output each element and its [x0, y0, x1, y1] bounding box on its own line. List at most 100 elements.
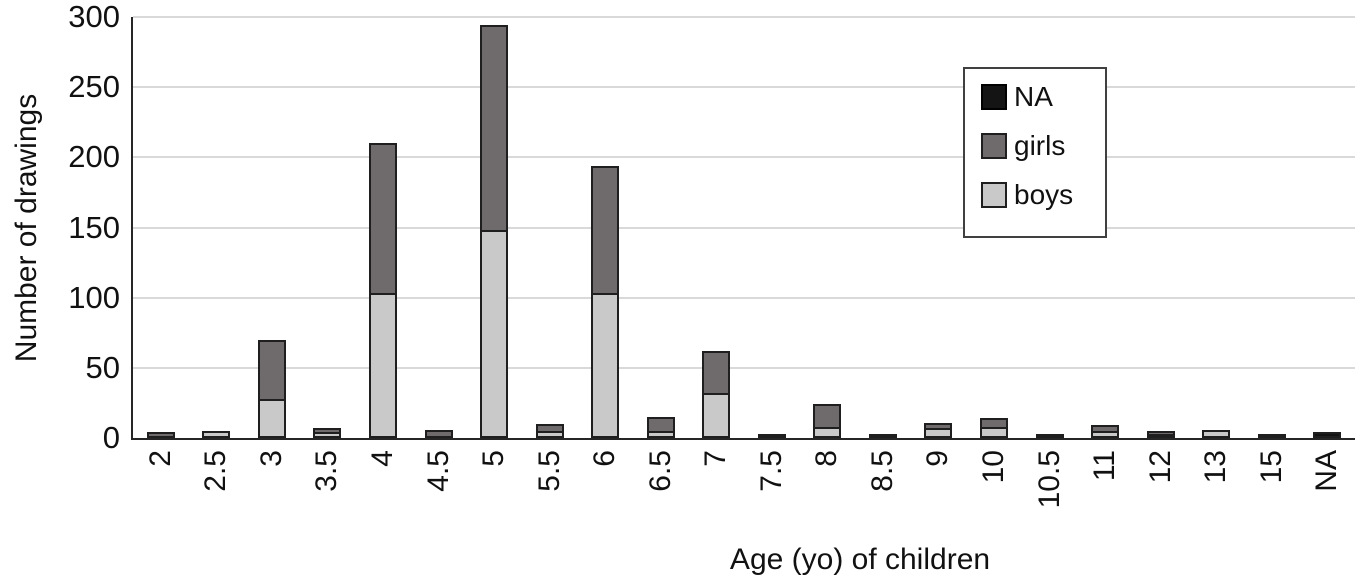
x-tick-slot-NA: NA [1299, 450, 1355, 550]
bar-age-15 [1257, 434, 1286, 438]
x-tick-slot-2: 2 [133, 450, 189, 550]
bar-segment-girls-age-11 [1091, 425, 1120, 431]
x-tick-slot-11: 11 [1077, 450, 1133, 550]
x-tick-slot-4: 4 [355, 450, 411, 550]
legend-swatch-boys [981, 182, 1007, 208]
bar-age-7 [702, 351, 731, 438]
bar-segment-girls-age-15 [1257, 434, 1286, 438]
x-tick-slot-6: 6 [577, 450, 633, 550]
y-axis-line [131, 17, 133, 440]
plot-area [131, 16, 1355, 440]
bar-segment-boys-age-6.5 [646, 430, 675, 438]
x-tick-slot-4.5: 4.5 [411, 450, 467, 550]
x-tick-label-NA: NA [1310, 450, 1344, 492]
x-tick-slot-7: 7 [688, 450, 744, 550]
bar-segment-boys-age-9 [924, 428, 953, 438]
x-tick-labels: 2 2.5 3 3.5 4 4.5 5 5.5 6 6.5 7 7.5 8 8.5 9 10 10.5 11 12 1… [133, 450, 1355, 550]
x-tick-label-6.5: 6.5 [643, 450, 677, 492]
gridline-300 [133, 16, 1355, 18]
bar-slot-4.5 [411, 17, 467, 438]
bar-slot-15 [1244, 17, 1300, 438]
bar-slot-NA [1299, 17, 1355, 438]
bar-age-12 [1146, 430, 1175, 438]
bar-segment-boys-age-5.5 [535, 430, 564, 438]
gridline-200 [133, 156, 1355, 159]
bar-age-4.5 [424, 429, 453, 438]
y-tick-label-200: 200 [68, 139, 120, 175]
legend-swatch-na [981, 84, 1007, 110]
bar-segment-boys-age-13 [1202, 429, 1231, 438]
x-tick-label-9: 9 [921, 450, 955, 467]
x-tick-slot-15: 15 [1244, 450, 1300, 550]
bar-age-3 [257, 339, 286, 438]
bar-segment-girls-age-6 [591, 165, 620, 294]
bar-segment-boys-age-11 [1091, 430, 1120, 438]
bar-segment-girls-age-10 [979, 418, 1008, 427]
bar-slot-5.5 [522, 17, 578, 438]
bar-slot-4 [355, 17, 411, 438]
x-tick-slot-10.5: 10.5 [1022, 450, 1078, 550]
bar-age-4 [368, 143, 397, 438]
x-tick-label-10.5: 10.5 [1032, 450, 1066, 509]
bar-segment-boys-age-4 [368, 293, 397, 438]
bar-age-7.5 [757, 434, 786, 438]
x-tick-label-2: 2 [143, 450, 177, 467]
bar-slot-7.5 [744, 17, 800, 438]
x-tick-label-7.5: 7.5 [754, 450, 788, 492]
bar-age-8 [813, 404, 842, 438]
bars-layer [133, 17, 1355, 438]
x-tick-slot-8: 8 [800, 450, 856, 550]
legend-label-girls: girls [1014, 130, 1066, 161]
bar-age-8.5 [868, 434, 897, 438]
gridline-50 [133, 366, 1355, 369]
y-tick-label-250: 250 [68, 69, 120, 105]
bar-segment-girls-age-5 [480, 25, 509, 231]
x-tick-label-8: 8 [810, 450, 844, 467]
bar-slot-2.5 [189, 17, 245, 438]
x-tick-slot-7.5: 7.5 [744, 450, 800, 550]
x-tick-label-8.5: 8.5 [865, 450, 899, 492]
bar-segment-girls-age-3 [257, 339, 286, 399]
bar-age-6.5 [646, 416, 675, 438]
x-tick-slot-9: 9 [911, 450, 967, 550]
bar-slot-2 [133, 17, 189, 438]
x-tick-label-3.5: 3.5 [310, 450, 344, 492]
bar-segment-girls-age-5.5 [535, 423, 564, 431]
bar-segment-girls-age-10.5 [1035, 434, 1064, 438]
bar-age-9 [924, 422, 953, 438]
bar-segment-girls-age-7 [702, 351, 731, 394]
x-axis-line [131, 437, 1355, 440]
bar-slot-6 [577, 17, 633, 438]
y-tick-label-300: 300 [68, 0, 120, 34]
bar-segment-girls-age-12 [1146, 430, 1175, 434]
legend: NA girls boys [963, 67, 1107, 238]
bar-age-5.5 [535, 423, 564, 438]
bar-segment-girls-age-4.5 [424, 429, 453, 438]
bar-age-3.5 [313, 428, 342, 438]
x-tick-slot-12: 12 [1133, 450, 1189, 550]
bar-segment-boys-age-6 [591, 293, 620, 438]
x-tick-label-7: 7 [699, 450, 733, 467]
bar-slot-8.5 [855, 17, 911, 438]
x-tick-label-12: 12 [1143, 450, 1177, 484]
legend-swatch-girls [981, 133, 1007, 159]
bar-segment-girls-age-4 [368, 143, 397, 294]
bar-segment-girls-age-7.5 [757, 434, 786, 438]
bar-segment-boys-age-10 [979, 426, 1008, 438]
bar-slot-10 [966, 17, 1022, 438]
bar-slot-3 [244, 17, 300, 438]
bar-slot-7 [688, 17, 744, 438]
x-tick-label-6: 6 [588, 450, 622, 467]
y-tick-label-100: 100 [68, 279, 120, 315]
bar-slot-11 [1077, 17, 1133, 438]
x-tick-label-4: 4 [365, 450, 399, 467]
bar-segment-NA-age-NA [1313, 432, 1342, 438]
bar-age-10.5 [1035, 434, 1064, 438]
x-tick-slot-3: 3 [244, 450, 300, 550]
x-tick-slot-6.5: 6.5 [633, 450, 689, 550]
bar-slot-10.5 [1022, 17, 1078, 438]
bar-age-13 [1202, 429, 1231, 438]
bar-segment-girls-age-8.5 [868, 434, 897, 438]
y-tick-label-150: 150 [68, 209, 120, 245]
bar-slot-6.5 [633, 17, 689, 438]
